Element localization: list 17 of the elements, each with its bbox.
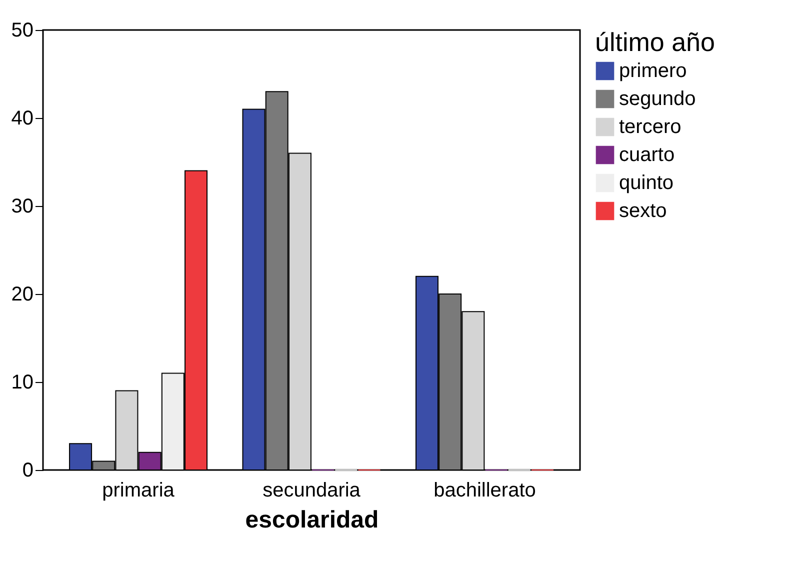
y-tick-label: 20 xyxy=(11,284,34,306)
legend-label: segundo xyxy=(619,88,696,110)
x-tick-label: secundaria xyxy=(262,480,362,502)
x-tick-label: primaria xyxy=(102,480,176,502)
legend-label: cuarto xyxy=(619,144,675,166)
legend-label: primero xyxy=(619,60,687,82)
y-tick-label: 0 xyxy=(22,460,34,482)
x-axis-title: escolaridad xyxy=(245,506,379,534)
legend-label: sexto xyxy=(619,200,667,222)
legend-title: último año xyxy=(595,27,715,57)
y-tick-label: 30 xyxy=(11,196,34,218)
legend-label: quinto xyxy=(619,172,674,194)
y-tick-label: 50 xyxy=(11,20,34,42)
x-tick-label: bachillerato xyxy=(434,480,536,502)
y-tick-label: 10 xyxy=(11,372,34,394)
y-tick-label: 40 xyxy=(11,108,34,130)
legend-label: tercero xyxy=(619,116,682,138)
